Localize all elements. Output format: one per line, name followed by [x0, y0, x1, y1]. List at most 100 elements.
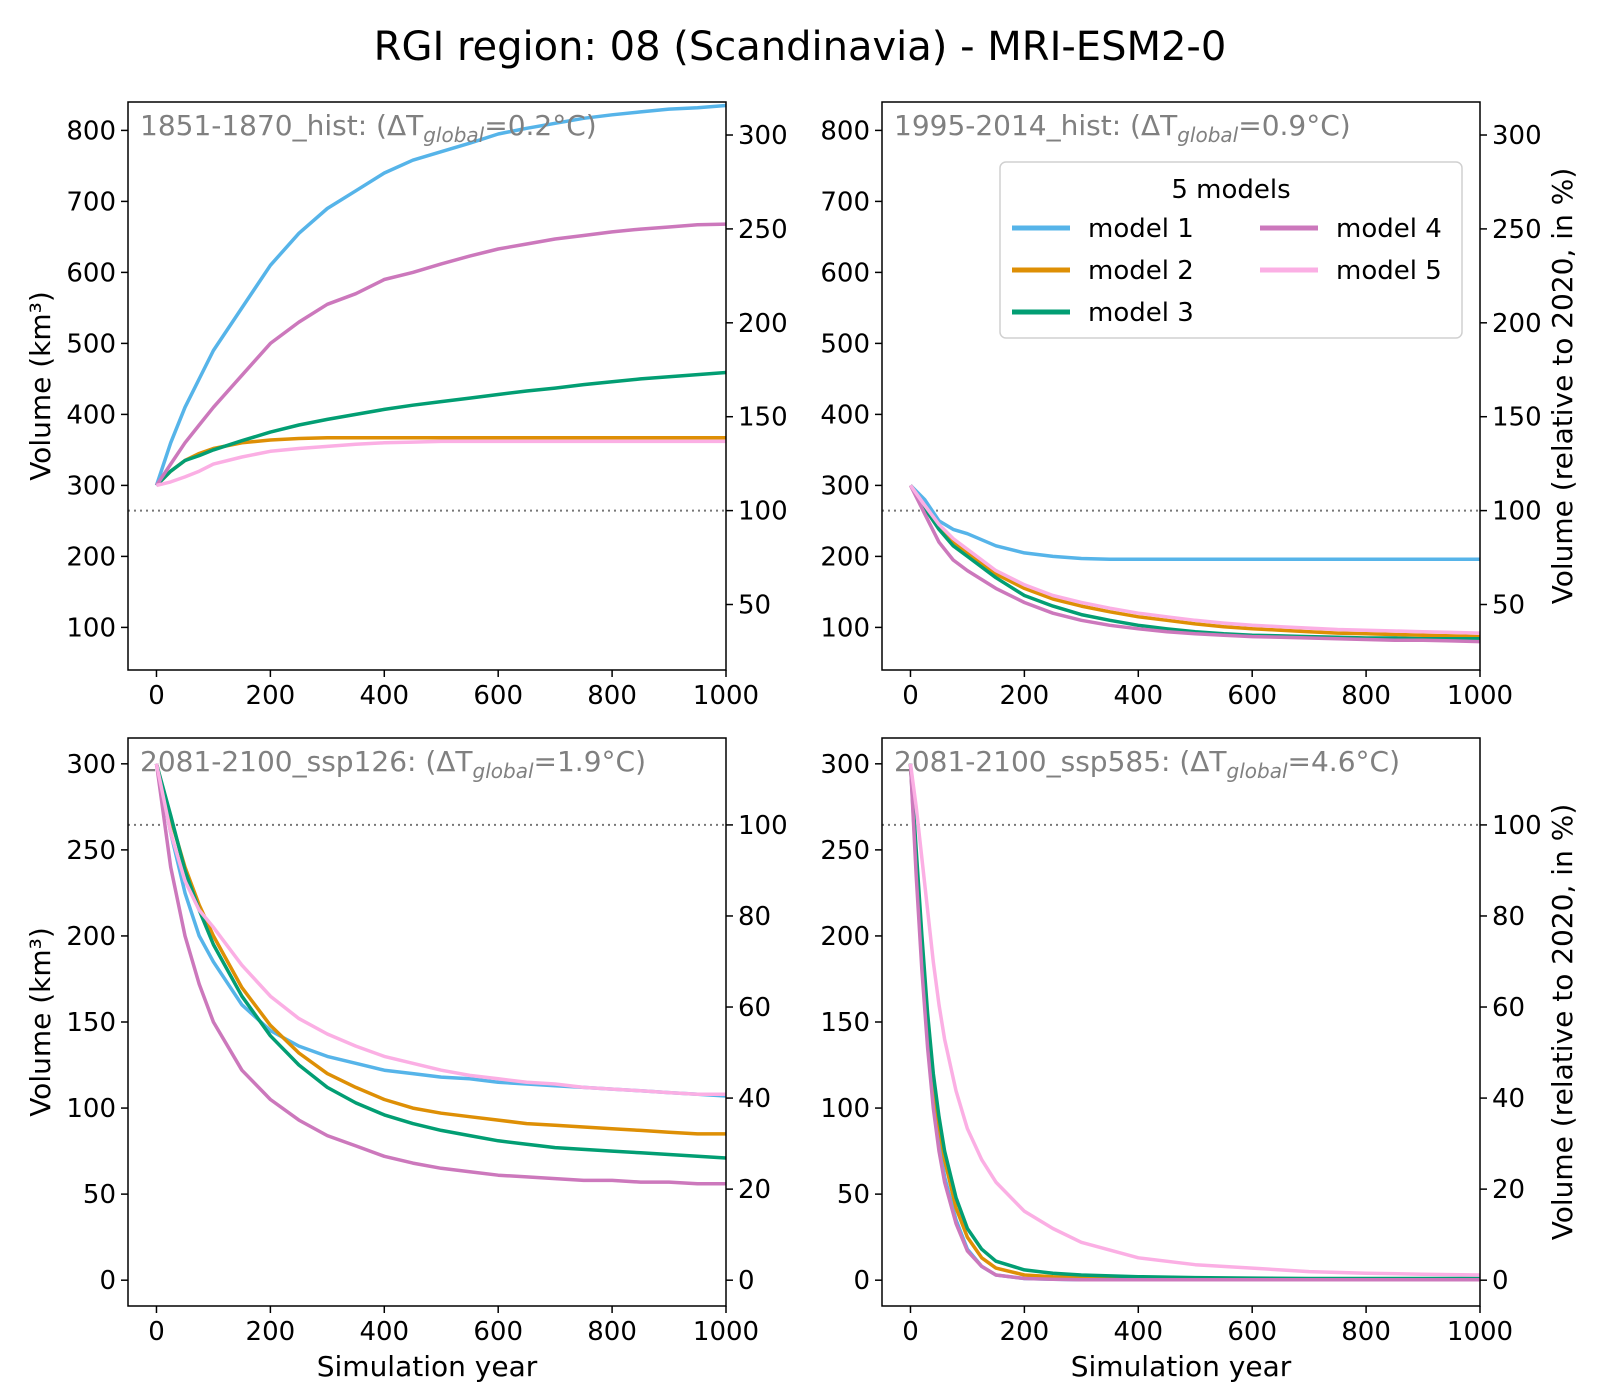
legend-entry-label: model 4	[1336, 214, 1442, 244]
axes-frame	[881, 101, 1481, 671]
x-tick-label: 0	[902, 681, 919, 711]
x-tick-label: 400	[359, 681, 409, 711]
series-line-model-4	[154, 763, 726, 1186]
right-tick-label: 300	[1492, 121, 1542, 151]
right-tick-label: 20	[738, 1175, 771, 1205]
left-axis-label: Volume (km³)	[24, 927, 57, 1117]
y-tick-label: 0	[853, 1266, 870, 1296]
series-line-model-2	[155, 436, 726, 487]
right-tick-label: 100	[738, 811, 788, 841]
series-line-model-5	[156, 439, 726, 488]
right-tick-label: 60	[1492, 993, 1525, 1023]
y-tick-label: 250	[820, 836, 870, 866]
x-tick-label: 1000	[693, 1317, 759, 1347]
x-tick-label: 1000	[693, 681, 759, 711]
axes-frame	[881, 737, 1481, 1307]
y-tick-label: 700	[820, 187, 870, 217]
y-tick-label: 700	[66, 187, 116, 217]
right-tick-label: 0	[738, 1266, 755, 1296]
right-tick-label: 40	[738, 1084, 771, 1114]
panel-title: 1995-2014_hist: (ΔTglobal=0.9°C)	[894, 109, 1351, 147]
x-tick-label: 200	[1000, 1317, 1050, 1347]
y-tick-label: 100	[66, 1094, 116, 1124]
y-tick-label: 300	[820, 471, 870, 501]
y-tick-label: 150	[66, 1008, 116, 1038]
legend-box	[999, 161, 1463, 339]
legend-entry-label: model 5	[1336, 256, 1442, 286]
figure-title: RGI region: 08 (Scandinavia) - MRI-ESM2-…	[374, 24, 1227, 70]
series-line-model-1	[908, 763, 1480, 1282]
y-tick-label: 200	[66, 542, 116, 572]
y-tick-label: 800	[820, 116, 870, 146]
right-tick-label: 300	[738, 121, 788, 151]
right-tick-label: 40	[1492, 1084, 1525, 1114]
y-tick-label: 50	[83, 1180, 116, 1210]
right-tick-label: 150	[738, 403, 788, 433]
panel-bottom-left: 0 200 400 600 800 1000 0 50 100 150 200 250 300 0 20 40…	[24, 737, 788, 1383]
y-tick-label: 300	[820, 750, 870, 780]
y-tick-label: 800	[66, 116, 116, 146]
right-tick-label: 100	[1492, 811, 1542, 841]
x-tick-label: 800	[587, 1317, 637, 1347]
series-line-model-3	[155, 370, 726, 487]
x-axis-label: Simulation year	[317, 1350, 538, 1383]
right-tick-label: 200	[738, 309, 788, 339]
legend-entry-label: model 3	[1088, 298, 1194, 328]
right-tick-label: 200	[1492, 309, 1542, 339]
x-tick-label: 200	[246, 1317, 296, 1347]
right-tick-label: 250	[1492, 215, 1542, 245]
right-tick-label: 60	[738, 993, 771, 1023]
y-tick-label: 500	[820, 329, 870, 359]
y-tick-label: 100	[820, 613, 870, 643]
series-line-model-4	[908, 484, 1480, 644]
x-tick-label: 600	[473, 1317, 523, 1347]
x-tick-label: 400	[359, 1317, 409, 1347]
axes-frame	[127, 101, 727, 671]
right-tick-label: 150	[1492, 403, 1542, 433]
panel-title: 2081-2100_ssp126: (ΔTglobal=1.9°C)	[140, 745, 646, 783]
series-line-model-3	[909, 484, 1480, 641]
legend-entry-label: model 1	[1088, 214, 1194, 244]
right-tick-label: 100	[738, 497, 788, 527]
x-tick-label: 1000	[1447, 681, 1513, 711]
series-line-model-2	[908, 763, 1480, 1281]
series-line-model-3	[154, 763, 726, 1160]
series-line-model-2	[154, 763, 726, 1136]
panel-title: 2081-2100_ssp585: (ΔTglobal=4.6°C)	[894, 745, 1400, 783]
y-tick-label: 600	[820, 258, 870, 288]
y-tick-label: 200	[820, 922, 870, 952]
y-tick-label: 50	[837, 1180, 870, 1210]
right-tick-label: 50	[738, 591, 771, 621]
y-tick-label: 600	[66, 258, 116, 288]
y-tick-label: 200	[66, 922, 116, 952]
y-tick-label: 500	[66, 329, 116, 359]
y-tick-label: 100	[820, 1094, 870, 1124]
y-tick-label: 100	[66, 613, 116, 643]
series-line-model-2	[909, 484, 1480, 639]
x-tick-label: 600	[1227, 681, 1277, 711]
x-axis-label: Simulation year	[1071, 1350, 1292, 1383]
x-tick-label: 200	[1000, 681, 1050, 711]
legend-entry-label: model 2	[1088, 256, 1194, 286]
legend: 5 models model 1 model 2 model 3 model 4 mode…	[999, 161, 1463, 339]
series-line-model-4	[908, 763, 1480, 1282]
panel-top-right: 0 200 400 600 800 1000 100 200 300 400 500 600 700 80…	[820, 101, 1579, 711]
x-tick-label: 800	[587, 681, 637, 711]
y-tick-label: 400	[66, 400, 116, 430]
x-tick-label: 400	[1113, 681, 1163, 711]
x-tick-label: 0	[148, 681, 165, 711]
series-line-model-4	[155, 222, 726, 487]
y-tick-label: 150	[820, 1008, 870, 1038]
series-line-model-1	[154, 763, 726, 1098]
right-axis-label: Volume (relative to 2020, in %)	[1546, 804, 1579, 1241]
left-axis-label: Volume (km³)	[24, 291, 57, 481]
y-tick-label: 200	[820, 542, 870, 572]
right-tick-label: 50	[1492, 591, 1525, 621]
y-tick-label: 300	[66, 750, 116, 780]
right-tick-label: 80	[738, 902, 771, 932]
series-line-model-5	[154, 763, 726, 1097]
series-line-model-5	[908, 763, 1480, 1277]
y-tick-label: 250	[66, 836, 116, 866]
x-tick-label: 800	[1341, 1317, 1391, 1347]
x-tick-label: 400	[1113, 1317, 1163, 1347]
